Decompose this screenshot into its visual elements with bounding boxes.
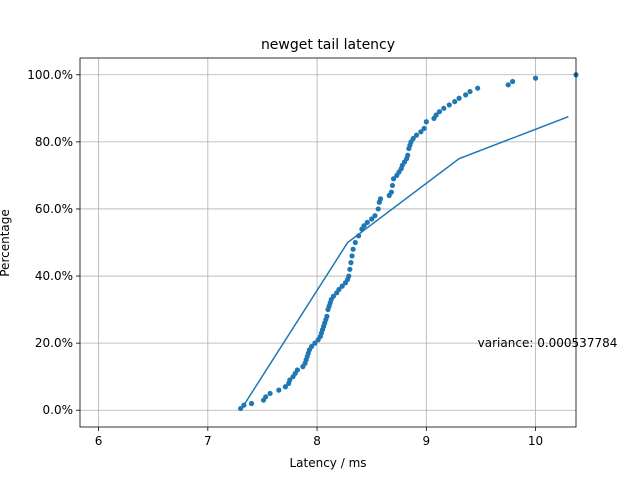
x-tick-label: 6 bbox=[95, 434, 103, 448]
data-point bbox=[324, 313, 330, 319]
data-point bbox=[276, 387, 282, 393]
variance-annotation: variance: 0.000537784 bbox=[478, 336, 618, 350]
data-point bbox=[364, 219, 370, 225]
data-point bbox=[339, 283, 345, 289]
data-point bbox=[347, 266, 353, 272]
plot-frame bbox=[79, 57, 577, 428]
data-point bbox=[375, 206, 381, 212]
data-point bbox=[361, 223, 367, 229]
data-point bbox=[390, 176, 397, 182]
data-point bbox=[388, 189, 394, 195]
y-axis-ticks: 0.0% 20.0% 40.0% 60.0% 80.0% 100.0% bbox=[27, 68, 80, 417]
series-line bbox=[239, 116, 569, 411]
y-tick-label: 20.0% bbox=[35, 336, 73, 350]
y-tick-label: 100.0% bbox=[27, 68, 73, 82]
y-tick-label: 0.0% bbox=[43, 403, 74, 417]
data-point bbox=[436, 109, 443, 115]
data-point bbox=[346, 273, 352, 279]
data-point bbox=[312, 340, 318, 346]
data-point bbox=[263, 394, 269, 400]
data-point bbox=[441, 105, 447, 111]
data-point bbox=[463, 92, 469, 98]
x-axis-label: Latency / ms bbox=[289, 456, 366, 470]
data-point bbox=[348, 260, 354, 266]
data-point bbox=[510, 78, 516, 85]
y-axis-label: Percentage bbox=[0, 209, 12, 277]
x-axis-ticks: 6 7 8 9 10 bbox=[95, 427, 543, 448]
chart-title: newget tail latency bbox=[261, 37, 395, 53]
data-point bbox=[309, 343, 315, 350]
data-point bbox=[433, 112, 439, 118]
grid-lines bbox=[80, 58, 576, 427]
data-point bbox=[446, 102, 452, 108]
data-point bbox=[267, 390, 273, 397]
data-point bbox=[349, 253, 355, 259]
x-tick-label: 8 bbox=[313, 434, 321, 448]
data-point bbox=[377, 196, 384, 202]
x-tick-label: 7 bbox=[204, 434, 212, 448]
scatter-points bbox=[237, 72, 579, 412]
data-point bbox=[350, 246, 356, 252]
data-point bbox=[421, 125, 427, 132]
data-point bbox=[405, 152, 411, 158]
data-point bbox=[389, 182, 396, 189]
data-point bbox=[456, 95, 462, 101]
data-point bbox=[372, 213, 378, 219]
data-point bbox=[355, 233, 362, 239]
data-point bbox=[410, 135, 416, 142]
data-point bbox=[330, 293, 337, 299]
data-point bbox=[452, 99, 458, 105]
data-point bbox=[532, 75, 539, 81]
data-point bbox=[352, 239, 358, 246]
data-point bbox=[282, 384, 288, 390]
data-point bbox=[418, 129, 424, 135]
data-point bbox=[423, 119, 429, 125]
data-point bbox=[294, 367, 301, 373]
x-tick-label: 10 bbox=[528, 434, 543, 448]
y-tick-label: 60.0% bbox=[35, 202, 73, 216]
data-point bbox=[287, 377, 293, 383]
data-point bbox=[505, 82, 511, 88]
fit-line bbox=[239, 116, 569, 411]
y-tick-label: 40.0% bbox=[35, 269, 73, 283]
x-tick-label: 9 bbox=[423, 434, 431, 448]
data-point bbox=[467, 88, 473, 95]
data-point bbox=[369, 216, 375, 222]
data-point bbox=[241, 402, 247, 408]
data-point bbox=[413, 132, 420, 138]
y-tick-label: 80.0% bbox=[35, 135, 73, 149]
data-point bbox=[336, 286, 342, 293]
data-point bbox=[237, 405, 244, 412]
data-point bbox=[475, 85, 481, 91]
data-point bbox=[248, 400, 255, 407]
